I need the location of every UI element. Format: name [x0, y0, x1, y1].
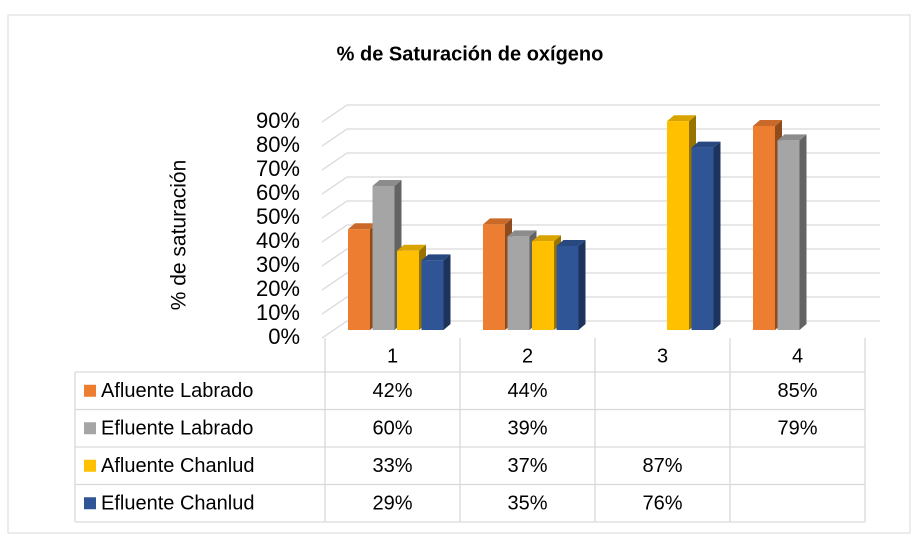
- bar-top: [483, 218, 512, 225]
- value-label: 39%: [507, 418, 547, 440]
- value-label: 60%: [372, 418, 412, 440]
- bar-side: [713, 141, 721, 330]
- bar: [691, 147, 714, 330]
- value-label: 79%: [777, 418, 817, 440]
- y-tick-label: 60%: [256, 180, 300, 205]
- legend-label: Efluente Chanlud: [101, 493, 254, 515]
- bar: [397, 250, 419, 330]
- bar: [532, 241, 554, 330]
- x-tick-label: 4: [792, 345, 803, 367]
- bar-side: [799, 134, 807, 330]
- bar-top: [532, 235, 561, 242]
- bar: [421, 260, 444, 330]
- y-axis-label: % de saturación: [168, 160, 191, 311]
- y-tick-label: 30%: [256, 252, 300, 277]
- bar-top: [691, 141, 721, 148]
- bar-top: [753, 120, 782, 126]
- bar-top: [507, 230, 537, 237]
- y-tick-label: 70%: [256, 156, 300, 181]
- x-tick-label: 3: [657, 345, 668, 367]
- value-label: 29%: [372, 493, 412, 515]
- x-tick-label: 2: [522, 345, 533, 367]
- value-label: 76%: [642, 493, 682, 515]
- value-label: 37%: [507, 455, 547, 477]
- legend-swatch: [84, 422, 96, 435]
- bar: [348, 229, 370, 330]
- bar: [372, 186, 395, 330]
- bar-top: [421, 254, 451, 261]
- y-tick-label: 80%: [256, 132, 300, 157]
- bar: [777, 140, 800, 330]
- y-tick-label: 90%: [256, 108, 300, 133]
- legend-swatch: [84, 497, 96, 510]
- bar: [483, 224, 505, 330]
- legend-label: Afluente Chanlud: [101, 455, 254, 477]
- bar: [753, 126, 775, 330]
- value-label: 33%: [372, 455, 412, 477]
- bar-top: [556, 240, 586, 246]
- y-tick-label: 0%: [268, 324, 300, 349]
- grid-line: [321, 104, 880, 123]
- bar-top: [777, 134, 807, 141]
- bar-side: [443, 254, 451, 330]
- y-tick-label: 10%: [256, 300, 300, 325]
- value-label: 35%: [507, 493, 547, 515]
- bar: [667, 121, 689, 330]
- bar-top: [372, 180, 402, 186]
- bar-side: [578, 240, 586, 330]
- legend-label: Efluente Labrado: [101, 418, 253, 440]
- value-label: 87%: [642, 455, 682, 477]
- grid-line: [321, 128, 880, 147]
- value-label: 85%: [777, 380, 817, 402]
- value-label: 44%: [507, 380, 547, 402]
- legend-swatch: [84, 459, 96, 472]
- x-tick-label: 1: [387, 345, 398, 367]
- bar-top: [397, 244, 426, 251]
- bar-top: [667, 115, 696, 122]
- bar: [507, 236, 530, 330]
- legend-label: Afluente Labrado: [101, 380, 253, 402]
- bar: [556, 246, 579, 330]
- y-tick-label: 40%: [256, 228, 300, 253]
- value-label: 42%: [372, 380, 412, 402]
- y-tick-label: 50%: [256, 204, 300, 229]
- y-tick-label: 20%: [256, 276, 300, 301]
- chart-title: % de Saturación de oxígeno: [337, 43, 604, 65]
- bar-top: [348, 223, 377, 230]
- legend-swatch: [84, 384, 96, 397]
